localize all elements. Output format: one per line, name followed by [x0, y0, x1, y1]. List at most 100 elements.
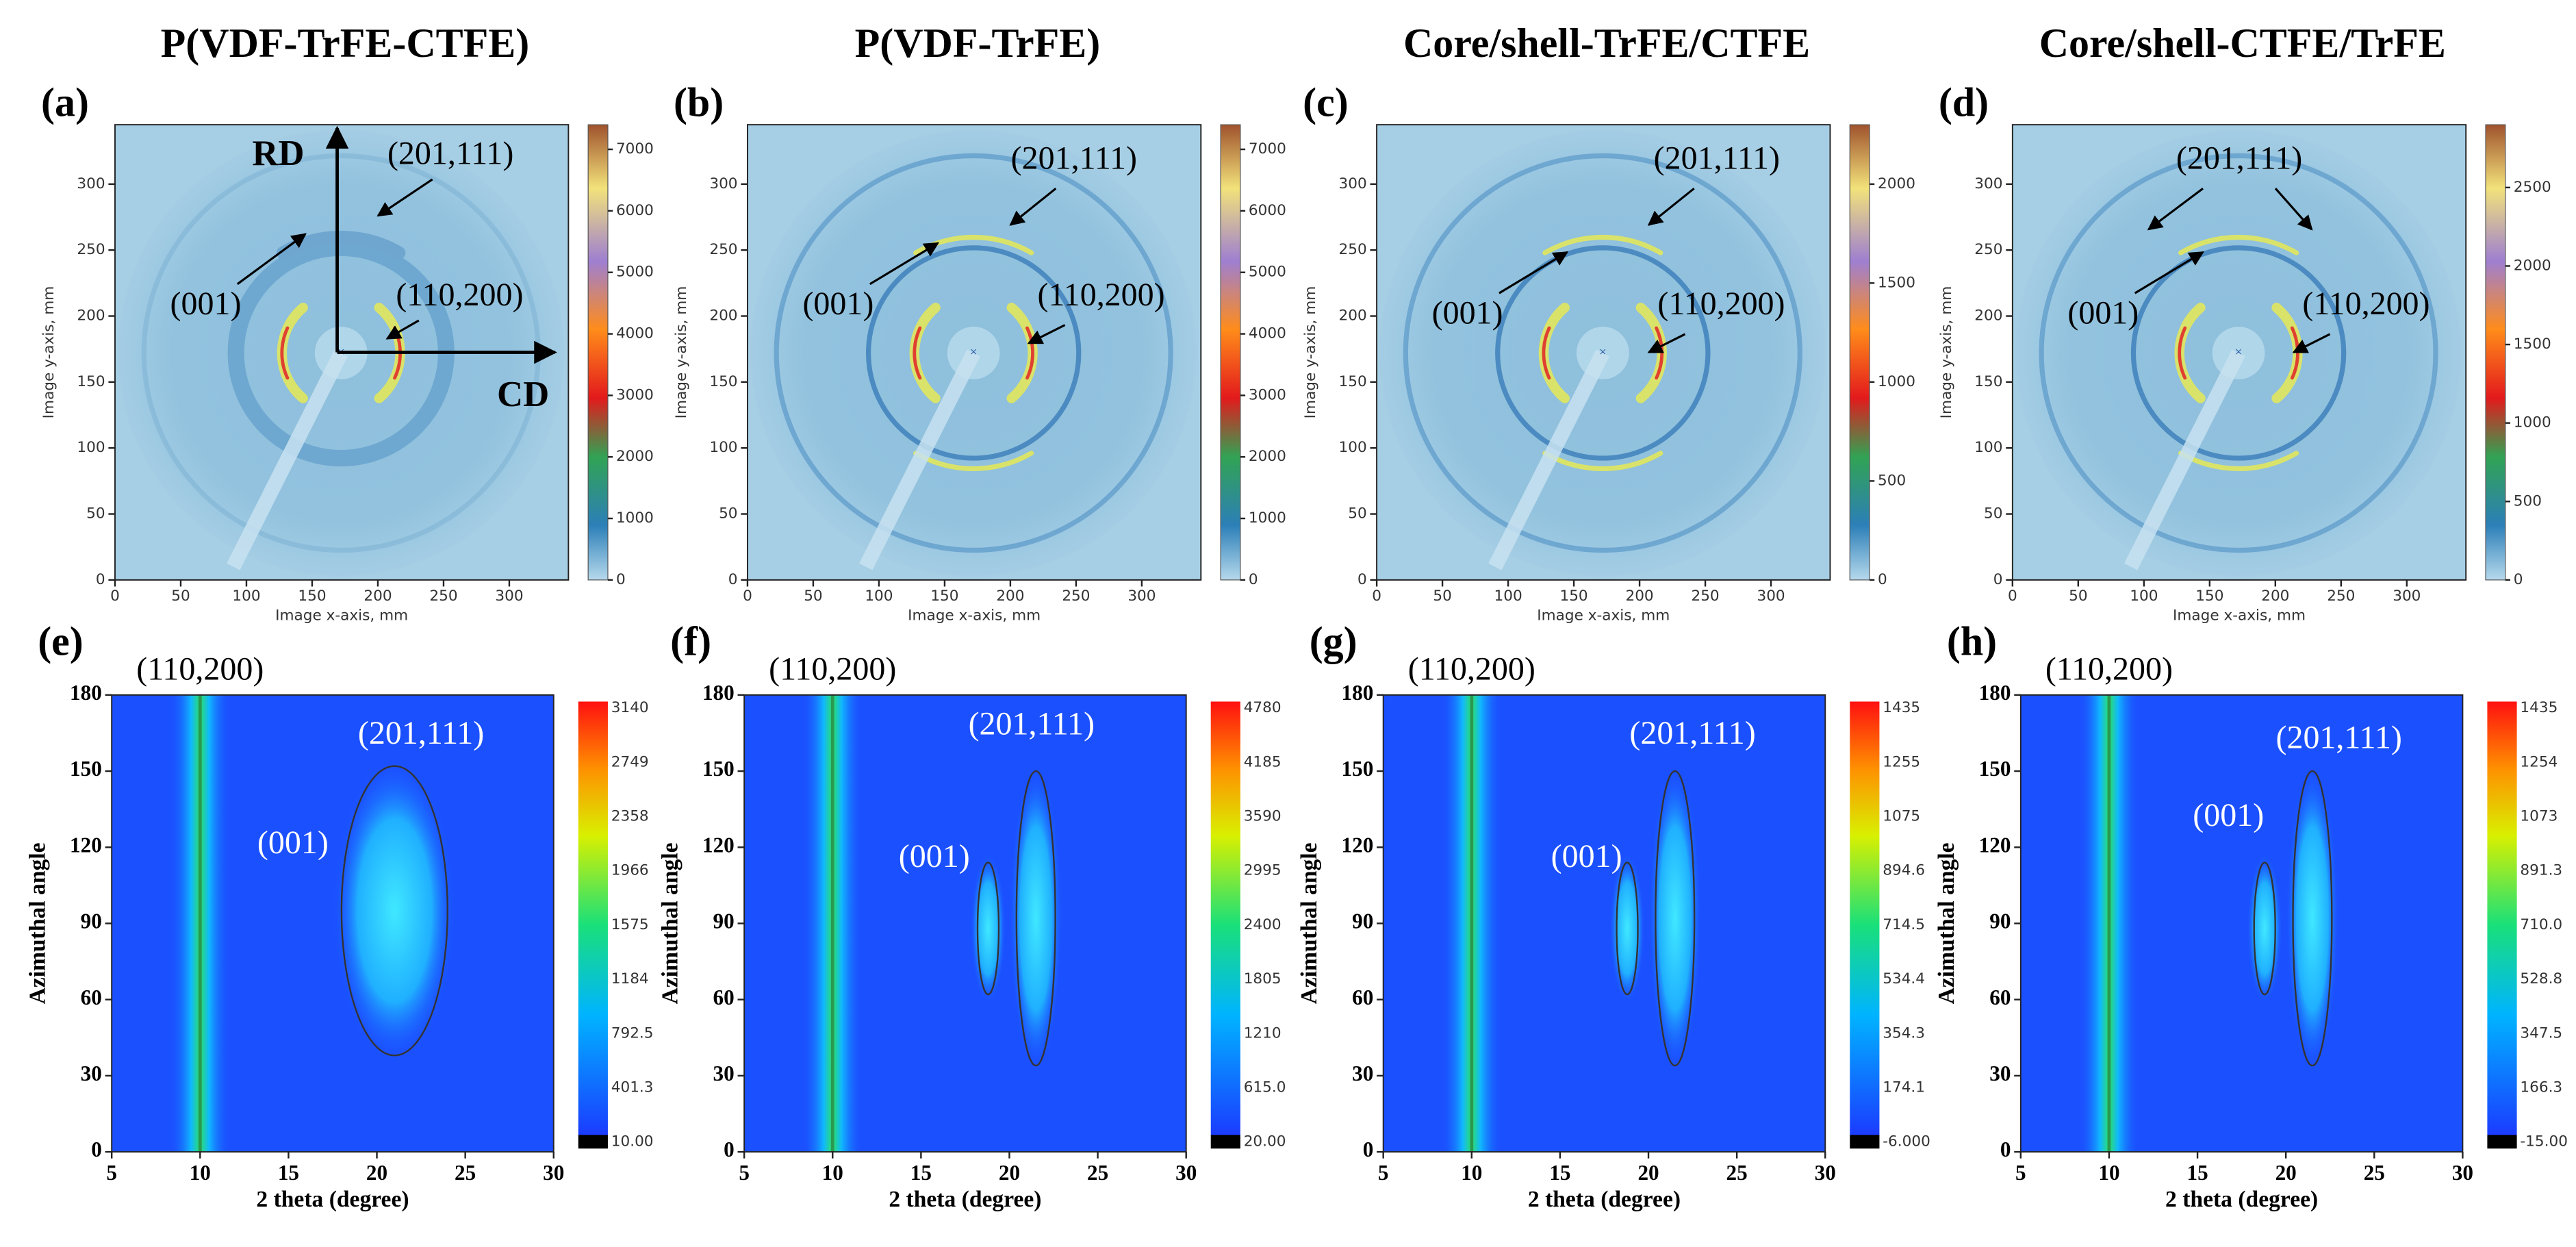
panel-label: (a)	[41, 80, 89, 125]
y-tick-label: 300	[1339, 175, 1367, 192]
panel: (f) 5 10 15 20 25 30 0 30 60 90 120 150 180 2 theta (d…	[657, 619, 1286, 1212]
plot-frame	[114, 124, 570, 581]
annotation: (110,200)	[136, 651, 264, 688]
outer-ring	[774, 153, 1173, 553]
colorbar-level: 1435	[1883, 699, 1920, 716]
colorbar-tick-label: 1000	[1249, 509, 1286, 527]
x-tick-label: 150	[2195, 588, 2223, 605]
y-tick-label: 90	[713, 909, 735, 933]
x-tick-label: 50	[171, 588, 190, 605]
x-tick-label: 10	[1461, 1161, 1482, 1185]
panel: (h) 5 10 15 20 25 30 0 30 60 90 120 150 180 2 theta (d…	[1934, 619, 2568, 1212]
image: ×	[1377, 125, 1831, 580]
x-tick-label: 150	[930, 588, 958, 605]
y-tick-label: 250	[77, 241, 105, 258]
spot-001	[970, 852, 1006, 1005]
annotation: (201,111)	[2275, 720, 2401, 756]
spot-001	[2247, 852, 2283, 1005]
colorbar-tick-label: 1500	[2514, 336, 2551, 353]
annotation: (201,111)	[1629, 715, 1755, 751]
x-tick-label: 15	[278, 1161, 299, 1185]
annotation: CD	[497, 375, 549, 414]
x-tick-label: 150	[298, 588, 326, 605]
y-tick-label: 200	[77, 307, 105, 325]
reflection-arc	[1542, 451, 1663, 471]
colorbar-level: 401.3	[611, 1079, 654, 1096]
x-tick-label: 30	[2452, 1161, 2473, 1185]
beam-center: ×	[970, 345, 978, 360]
y-tick-label: 60	[1989, 985, 2011, 1009]
reflection-arc	[2178, 451, 2299, 471]
contour	[2292, 770, 2333, 1067]
y-tick-label: 0	[96, 571, 105, 588]
annotation: (201,111)	[1654, 140, 1780, 176]
panel-label: (g)	[1310, 619, 1357, 664]
y-tick-label: 180	[1979, 681, 2011, 705]
x-tick-label: 25	[1087, 1161, 1108, 1185]
panel: (g) 5 10 15 20 25 30 0 30 60 90 120 150 180 2 theta (d…	[1297, 619, 1930, 1212]
mid-ring	[2130, 245, 2347, 461]
colorbar-level: 2995	[1244, 862, 1281, 879]
annotation: (110,200)	[2302, 286, 2430, 322]
x-tick-label: 0	[110, 588, 120, 605]
beam-stop	[859, 349, 980, 570]
colorbar-level: 615.0	[1244, 1079, 1286, 1096]
y-tick-label: 60	[81, 985, 102, 1009]
colorbar-level: 1210	[1244, 1024, 1281, 1042]
annotation: (110,200)	[1408, 651, 1535, 688]
y-tick-label: 200	[1974, 307, 2002, 325]
colorbar-tick-label: 0	[616, 571, 626, 588]
mid-ring	[865, 245, 1082, 461]
colorbar-tick-label: 5000	[616, 264, 654, 281]
annotation-arrow	[1499, 251, 1569, 294]
annotation: (201,111)	[358, 715, 484, 751]
x-tick-label: 30	[1175, 1161, 1197, 1185]
plot-frame	[746, 124, 1202, 581]
y-tick-label: 150	[702, 757, 735, 781]
spot-201	[1648, 766, 1702, 1071]
y-tick-label: 250	[709, 241, 737, 258]
x-axis-label: Image x-axis, mm	[1537, 607, 1670, 625]
colorbar-level: 3140	[611, 699, 649, 716]
beam-stop	[227, 349, 348, 570]
colorbar	[578, 701, 608, 1149]
x-tick-label: 50	[804, 588, 822, 605]
y-tick-label: 0	[1363, 1137, 1374, 1161]
x-tick-label: 250	[2327, 588, 2355, 605]
y-axis-label: Image y-axis, mm	[673, 286, 690, 419]
outer-ring	[1403, 153, 1802, 553]
image	[2020, 694, 2463, 1152]
x-tick-label: 100	[1494, 588, 1522, 605]
image	[112, 694, 554, 1152]
y-tick-label: 250	[1339, 241, 1367, 258]
panel-label: (b)	[674, 80, 724, 125]
colorbar-level: 2400	[1244, 916, 1281, 933]
x-tick-label: 20	[366, 1161, 387, 1185]
y-axis-label: Image y-axis, mm	[1302, 286, 1319, 419]
colorbar-level: -6.000	[1883, 1133, 1930, 1150]
y-axis-label: Azimuthal angle	[25, 842, 50, 1004]
x-tick-label: 5	[106, 1161, 117, 1185]
mid-ring	[1495, 245, 1711, 461]
y-axis-label: Image y-axis, mm	[40, 286, 58, 419]
annotation: (110,200)	[396, 277, 523, 313]
x-tick-label: 0	[2008, 588, 2017, 605]
y-tick-label: 100	[77, 439, 105, 456]
x-tick-label: 200	[364, 588, 392, 605]
y-axis-label: Azimuthal angle	[1297, 842, 1322, 1004]
plot-frame	[2011, 124, 2467, 581]
y-tick-label: 0	[1357, 571, 1367, 588]
x-tick-label: 100	[865, 588, 893, 605]
colorbar-level: 1255	[1883, 753, 1920, 770]
y-tick-label: 50	[719, 505, 737, 522]
y-axis-label: Azimuthal angle	[1934, 842, 1959, 1004]
colorbar-tick-label: 7000	[1249, 140, 1286, 158]
x-tick-label: 5	[2015, 1161, 2026, 1185]
x-tick-label: 10	[190, 1161, 211, 1185]
plot-frame	[1376, 124, 1831, 581]
x-tick-label: 15	[2186, 1161, 2208, 1185]
colorbar-level: 792.5	[611, 1024, 654, 1042]
colorbar	[1210, 701, 1240, 1149]
x-tick-label: 20	[999, 1161, 1020, 1185]
colorbar-level: 1805	[1244, 970, 1281, 987]
